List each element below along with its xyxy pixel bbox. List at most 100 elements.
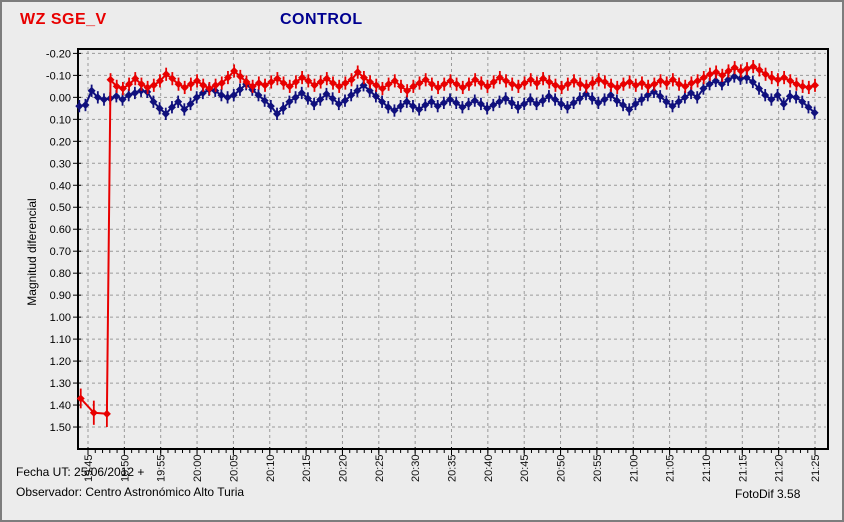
data-point-marker [508,80,517,89]
data-point-marker [675,80,684,89]
data-point-marker [483,82,492,91]
data-point-marker [340,96,349,105]
data-point-marker [619,80,628,89]
plot-frame [77,48,829,450]
data-point-marker [483,104,492,113]
data-point-marker [273,109,282,118]
data-point-marker [748,77,757,86]
x-tick-label: 20:30 [410,454,422,482]
data-point-marker [600,77,609,86]
data-point-marker [408,102,417,111]
data-point-marker [248,82,257,91]
data-point-marker [514,103,523,112]
data-point-marker [279,104,288,113]
data-point-marker [347,91,356,100]
footer-date-ut: Fecha UT: 25/06/2012 + [16,465,145,479]
data-point-marker [730,63,739,72]
data-point-marker [168,74,177,83]
data-point-marker [452,98,461,107]
data-point-marker [427,80,436,89]
data-point-marker [118,84,127,93]
data-point-marker [792,80,801,89]
data-point-marker [767,73,776,82]
data-point-marker [569,76,578,85]
data-point-marker [477,79,486,88]
data-point-marker [761,91,770,100]
data-point-marker [662,79,671,88]
data-point-marker [606,91,615,100]
data-point-marker [705,70,714,79]
data-point-marker [81,101,90,110]
data-point-marker [124,91,133,100]
data-point-marker [712,68,721,77]
data-point-marker [699,84,708,93]
x-tick-label: 20:20 [337,454,349,482]
data-point-marker [93,93,102,102]
y-tick-label: 0.90 [50,290,71,302]
data-point-marker [341,79,350,88]
data-point-marker [743,64,752,73]
x-tick-label: 19:55 [156,454,168,482]
x-tick-label: 20:25 [374,454,386,482]
x-tick-label: 20:05 [228,454,240,482]
data-point-marker [539,74,548,83]
data-point-marker [155,76,164,85]
data-point-marker [575,94,584,103]
data-point-marker [439,98,448,107]
data-point-marker [372,81,381,90]
data-point-marker [143,83,152,92]
y-tick-label: 1.50 [50,422,71,434]
data-point-marker [353,86,362,95]
data-point-marker [297,88,306,97]
x-tick-label: 19:50 [119,454,131,482]
data-point-marker [786,76,795,85]
data-point-marker [371,92,380,101]
y-tick-label: 0.50 [50,202,71,214]
data-point-marker [365,86,374,95]
data-point-marker [446,76,455,85]
data-point-marker [99,95,108,104]
data-point-marker [291,77,300,86]
data-point-marker [396,82,405,91]
y-tick-label: 0.30 [50,158,71,170]
data-point-marker [724,75,733,84]
data-point-marker [266,102,275,111]
data-point-marker [112,82,121,91]
data-point-marker [75,102,84,111]
data-point-marker [717,80,726,89]
x-tick-label: 21:05 [665,454,677,482]
data-point-marker [353,68,362,77]
data-point-marker [198,88,207,97]
data-point-marker [502,76,511,85]
data-point-marker [359,73,368,82]
data-point-marker [687,79,696,88]
data-point-marker [409,82,418,91]
data-point-marker [161,109,170,118]
data-point-marker [427,97,436,106]
x-tick-label: 20:40 [483,454,495,482]
data-point-marker [600,95,609,104]
y-tick-label: 0.60 [50,224,71,236]
x-tick-label: 20:55 [592,454,604,482]
data-point-marker [755,84,764,93]
data-point-marker [76,394,85,403]
data-point-marker [668,102,677,111]
data-point-marker [316,95,325,104]
data-point-marker [730,72,739,81]
data-point-marker [798,82,807,91]
data-point-marker [637,95,646,104]
data-point-marker [217,91,226,100]
data-point-marker [199,81,208,90]
data-point-marker [260,96,269,105]
x-tick-label: 21:15 [737,454,749,482]
y-tick-label: 1.30 [50,378,71,390]
data-point-marker [273,74,282,83]
data-point-marker [526,75,535,84]
data-point-marker [649,87,658,96]
data-point-marker [773,91,782,100]
data-point-marker [186,99,195,108]
y-tick-label: 0.00 [50,92,71,104]
data-point-marker [631,81,640,90]
data-point-marker [612,96,621,105]
data-point-marker [779,99,788,108]
